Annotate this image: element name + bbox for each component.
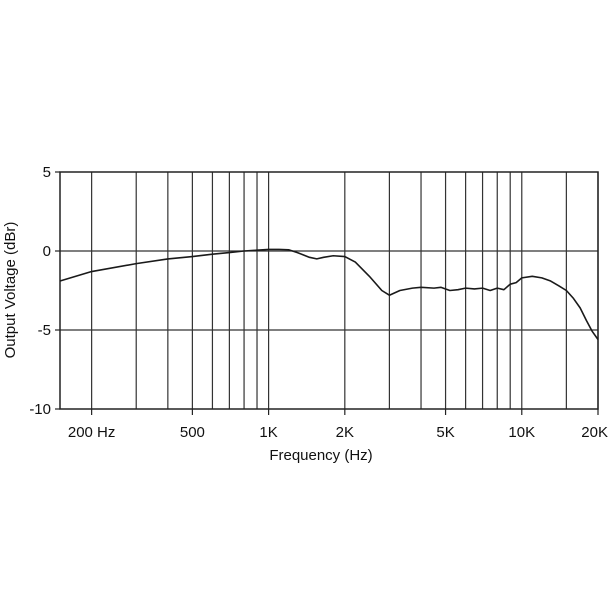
y-gridlines [60,250,598,331]
x-gridlines [91,172,599,409]
x-tick-label: 200 Hz [68,424,116,441]
x-tick-label: 20K [581,424,608,441]
y-tick-marks [55,171,60,410]
x-tick-labels: 200 Hz 500 1K 2K 5K 10K 20K [68,424,608,441]
x-tick-label: 1K [259,424,277,441]
response-curve [59,248,599,340]
x-tick-label: 500 [180,424,205,441]
y-tick-label: -5 [38,322,51,339]
y-tick-labels: 5 0 -5 -10 [29,164,51,418]
x-tick-label: 2K [336,424,354,441]
y-tick-label: 0 [43,243,51,260]
x-tick-label: 5K [436,424,454,441]
x-tick-label: 10K [508,424,535,441]
y-tick-label: 5 [43,164,51,181]
x-tick-marks [91,409,599,415]
y-axis-title: Output Voltage (dBr) [2,222,19,359]
plot-frame [59,171,599,410]
y-tick-label: -10 [29,401,51,418]
x-axis-title: Frequency (Hz) [269,447,372,464]
